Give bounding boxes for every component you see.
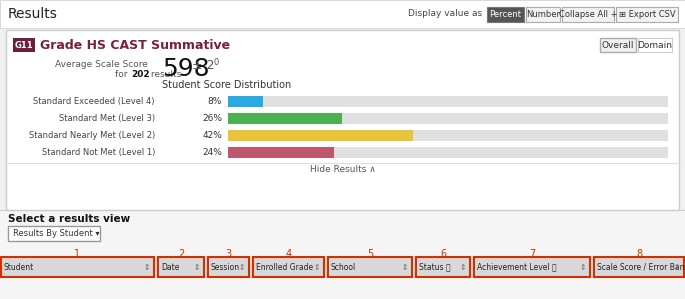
Text: Results: Results <box>8 7 58 21</box>
Bar <box>228 96 263 107</box>
Text: Standard Nearly Met (Level 2): Standard Nearly Met (Level 2) <box>29 131 155 140</box>
Text: 1: 1 <box>75 249 81 259</box>
Bar <box>228 130 413 141</box>
Bar <box>638 38 672 52</box>
Text: ⇕: ⇕ <box>194 263 200 271</box>
Bar <box>600 38 636 52</box>
Text: 6: 6 <box>440 249 446 259</box>
Bar <box>474 257 590 277</box>
Text: Standard Met (Level 3): Standard Met (Level 3) <box>59 114 155 123</box>
Text: 42%: 42% <box>202 131 222 140</box>
Text: Scale Score / Error Band ⓘ: Scale Score / Error Band ⓘ <box>597 263 685 271</box>
Bar <box>0 256 685 278</box>
Bar <box>0 210 685 299</box>
Text: ⇕: ⇕ <box>314 263 320 271</box>
Bar <box>13 38 35 52</box>
Bar <box>158 257 204 277</box>
Text: Grade HS CAST Summative: Grade HS CAST Summative <box>40 39 230 52</box>
Text: Enrolled Grade: Enrolled Grade <box>256 263 313 271</box>
Bar <box>328 257 412 277</box>
Text: Overall: Overall <box>601 40 634 50</box>
Text: 0: 0 <box>214 58 219 67</box>
Text: Status ⓘ: Status ⓘ <box>419 263 451 271</box>
Text: Hide Results ∧: Hide Results ∧ <box>310 165 375 174</box>
Text: 24%: 24% <box>202 148 222 157</box>
Text: 8%: 8% <box>208 97 222 106</box>
Text: Achievement Level ⓘ: Achievement Level ⓘ <box>477 263 557 271</box>
Bar <box>228 113 668 124</box>
Bar <box>1 257 154 277</box>
Bar <box>616 7 678 22</box>
Text: ⊞ Export CSV: ⊞ Export CSV <box>619 10 675 19</box>
Bar <box>228 130 668 141</box>
Text: for: for <box>115 70 130 79</box>
Text: Number: Number <box>526 10 560 19</box>
Bar <box>228 147 668 158</box>
Text: ⇕: ⇕ <box>460 263 466 271</box>
Text: ⇕: ⇕ <box>238 263 245 271</box>
Text: Domain: Domain <box>638 40 673 50</box>
Text: 202: 202 <box>131 70 149 79</box>
Bar <box>487 7 524 22</box>
Text: 598: 598 <box>162 57 210 81</box>
Text: Display value as: Display value as <box>408 9 482 18</box>
Bar <box>562 7 614 22</box>
Bar <box>526 7 560 22</box>
Text: ⇕: ⇕ <box>144 263 150 271</box>
Text: Student: Student <box>4 263 34 271</box>
Text: 3: 3 <box>225 249 232 259</box>
Bar <box>416 257 470 277</box>
Text: 4: 4 <box>286 249 292 259</box>
Text: Standard Not Met (Level 1): Standard Not Met (Level 1) <box>42 148 155 157</box>
Text: Select a results view: Select a results view <box>8 214 130 224</box>
Text: 26%: 26% <box>202 114 222 123</box>
Bar <box>208 257 249 277</box>
Text: 8: 8 <box>636 249 642 259</box>
Text: Student Score Distribution: Student Score Distribution <box>162 80 291 90</box>
Text: Percent: Percent <box>490 10 521 19</box>
Text: Results By Student ▾: Results By Student ▾ <box>13 229 99 238</box>
Bar <box>0 0 685 28</box>
Bar <box>594 257 684 277</box>
Text: Average Scale Score: Average Scale Score <box>55 60 148 69</box>
Text: 5: 5 <box>367 249 373 259</box>
Text: Date: Date <box>161 263 179 271</box>
Text: Collapse All +: Collapse All + <box>559 10 617 19</box>
Text: 2: 2 <box>178 249 184 259</box>
Text: School: School <box>331 263 356 271</box>
Bar <box>228 96 668 107</box>
Bar <box>8 226 100 241</box>
Bar <box>253 257 324 277</box>
Bar <box>6 30 679 210</box>
Text: ⇕: ⇕ <box>673 263 680 271</box>
Bar <box>228 113 342 124</box>
Text: Session: Session <box>211 263 240 271</box>
Text: 7: 7 <box>529 249 535 259</box>
Text: ± 2: ± 2 <box>192 59 214 72</box>
Text: results: results <box>148 70 182 79</box>
Text: Standard Exceeded (Level 4): Standard Exceeded (Level 4) <box>34 97 155 106</box>
Bar <box>228 147 334 158</box>
Text: G11: G11 <box>14 40 34 50</box>
Text: ⇕: ⇕ <box>401 263 408 271</box>
Text: ⇕: ⇕ <box>580 263 586 271</box>
